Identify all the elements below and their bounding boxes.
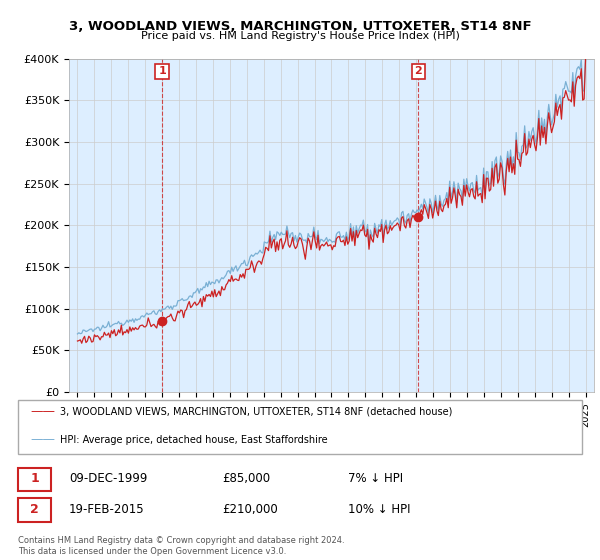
Text: 3, WOODLAND VIEWS, MARCHINGTON, UTTOXETER, ST14 8NF (detached house): 3, WOODLAND VIEWS, MARCHINGTON, UTTOXETE…: [60, 407, 452, 417]
Text: 10% ↓ HPI: 10% ↓ HPI: [348, 503, 410, 516]
Text: 19-FEB-2015: 19-FEB-2015: [69, 503, 145, 516]
Text: Contains HM Land Registry data © Crown copyright and database right 2024.
This d: Contains HM Land Registry data © Crown c…: [18, 536, 344, 556]
Text: HPI: Average price, detached house, East Staffordshire: HPI: Average price, detached house, East…: [60, 435, 328, 445]
Text: 09-DEC-1999: 09-DEC-1999: [69, 472, 148, 486]
Text: £210,000: £210,000: [222, 503, 278, 516]
Text: Price paid vs. HM Land Registry's House Price Index (HPI): Price paid vs. HM Land Registry's House …: [140, 31, 460, 41]
Text: 2: 2: [415, 66, 422, 76]
Text: 1: 1: [30, 472, 39, 486]
Text: 1: 1: [158, 66, 166, 76]
Text: 7% ↓ HPI: 7% ↓ HPI: [348, 472, 403, 486]
Text: ——: ——: [30, 405, 55, 418]
Text: £85,000: £85,000: [222, 472, 270, 486]
Text: 2: 2: [30, 503, 39, 516]
Text: 3, WOODLAND VIEWS, MARCHINGTON, UTTOXETER, ST14 8NF: 3, WOODLAND VIEWS, MARCHINGTON, UTTOXETE…: [68, 20, 532, 32]
Text: ——: ——: [30, 433, 55, 446]
